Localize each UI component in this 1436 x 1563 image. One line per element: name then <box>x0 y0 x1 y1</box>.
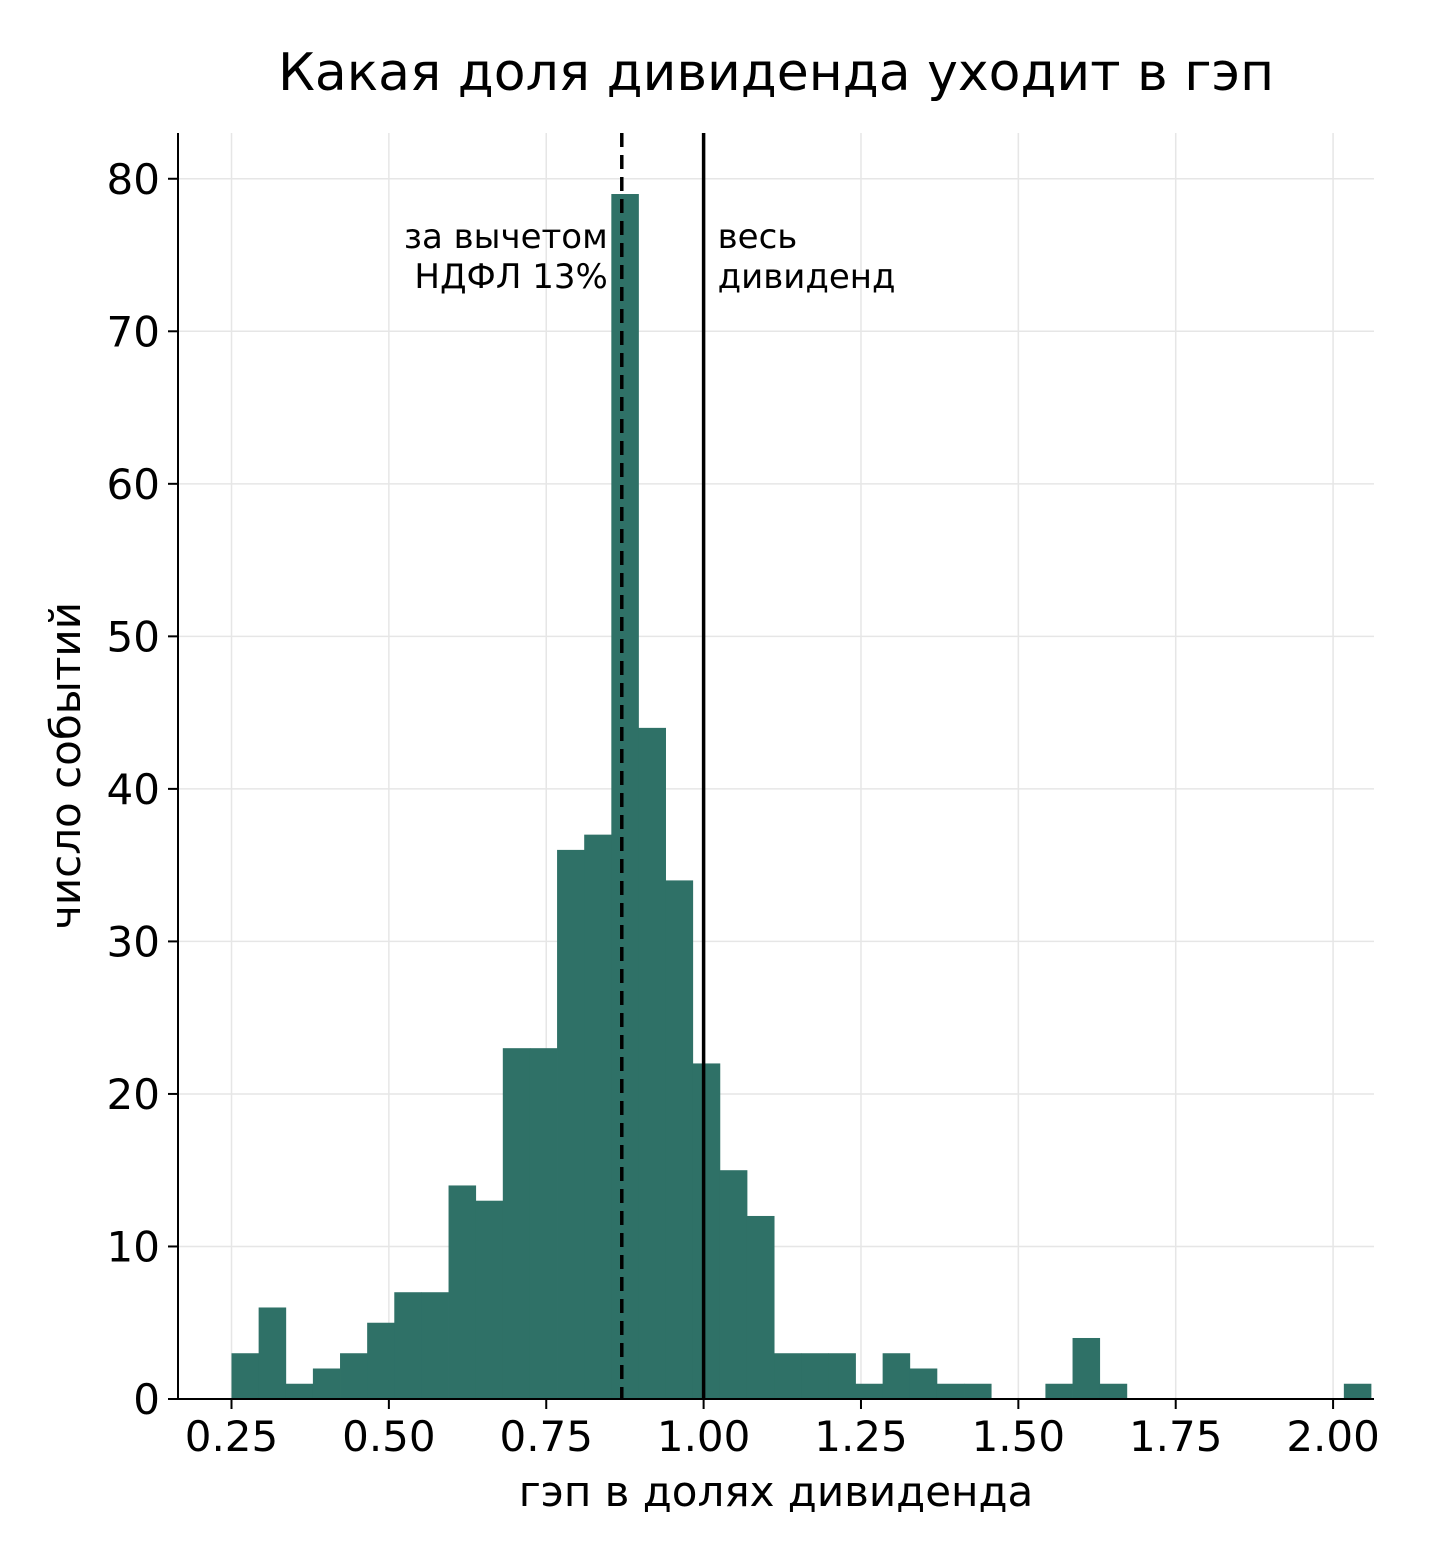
histogram-bar <box>502 1048 531 1399</box>
y-tick-label: 0 <box>133 1375 160 1424</box>
histogram-bar <box>1099 1383 1128 1399</box>
histogram-bar <box>719 1170 748 1399</box>
x-tick-label: 1.00 <box>657 1412 751 1461</box>
histogram-bar <box>1045 1383 1073 1399</box>
annotation-line: за вычетом <box>404 217 608 257</box>
y-tick-label: 10 <box>107 1222 160 1271</box>
histogram-bar <box>882 1353 911 1399</box>
axes: 0.25 0.50 0.75 1.00 1.25 1.50 1.75 2.00 0 10 20 30 4… <box>107 133 1380 1461</box>
histogram-bar <box>801 1353 829 1399</box>
histogram-bar <box>828 1353 856 1399</box>
x-axis-label: гэп в долях дивиденда <box>519 1467 1034 1516</box>
y-tick-label: 30 <box>107 917 160 966</box>
histogram-bar <box>394 1292 422 1399</box>
grid <box>178 133 1374 1400</box>
x-tick-label: 0.25 <box>185 1412 279 1461</box>
histogram-bar <box>231 1353 260 1399</box>
bars <box>231 194 1372 1399</box>
histogram-bar <box>557 849 585 1399</box>
x-tick-label: 2.00 <box>1286 1412 1380 1461</box>
reference-lines: за вычетом НДФЛ 13% весь дивиденд <box>404 133 896 1399</box>
x-tick-label: 0.50 <box>342 1412 436 1461</box>
histogram-bar <box>475 1200 504 1399</box>
histogram-bar <box>312 1368 341 1399</box>
histogram-bar <box>258 1307 287 1399</box>
histogram-bar <box>774 1353 802 1399</box>
histogram-bar <box>1072 1337 1101 1399</box>
histogram-bar <box>285 1383 314 1399</box>
annotation-full-dividend: весь дивиденд <box>718 217 896 297</box>
histogram-bar <box>964 1383 992 1399</box>
annotation-line: весь <box>718 217 798 257</box>
histogram-bar <box>692 1063 721 1399</box>
histogram-bar <box>367 1322 395 1399</box>
y-tick-label: 80 <box>107 155 160 204</box>
histogram-bar <box>421 1292 449 1399</box>
y-axis-label: число событий <box>41 602 90 930</box>
x-tick-label: 0.75 <box>499 1412 593 1461</box>
x-tick-label: 1.50 <box>972 1412 1066 1461</box>
histogram-bar <box>936 1383 965 1399</box>
y-tick-label: 20 <box>107 1070 160 1119</box>
y-tick-label: 60 <box>107 460 160 509</box>
chart-title: Какая доля дивиденда уходит в гэп <box>278 43 1274 103</box>
y-tick-label: 70 <box>107 307 160 356</box>
histogram-bar <box>665 880 694 1399</box>
histogram-bar <box>448 1185 477 1399</box>
histogram-bar <box>340 1353 368 1399</box>
annotation-net-of-tax: за вычетом НДФЛ 13% <box>404 217 608 297</box>
histogram-bar <box>638 727 666 1399</box>
histogram-bar <box>611 194 639 1399</box>
histogram-bar <box>529 1048 558 1399</box>
histogram-bar <box>584 834 612 1399</box>
histogram-bar <box>855 1383 884 1399</box>
histogram-bar <box>909 1368 938 1399</box>
x-tick-label: 1.25 <box>814 1412 908 1461</box>
histogram-bar <box>746 1215 775 1399</box>
annotation-line: НДФЛ 13% <box>414 257 607 297</box>
histogram-bar <box>1343 1383 1372 1399</box>
x-tick-label: 1.75 <box>1129 1412 1223 1461</box>
y-tick-label: 50 <box>107 612 160 661</box>
y-tick-label: 40 <box>107 765 160 814</box>
annotation-line: дивиденд <box>718 257 896 297</box>
